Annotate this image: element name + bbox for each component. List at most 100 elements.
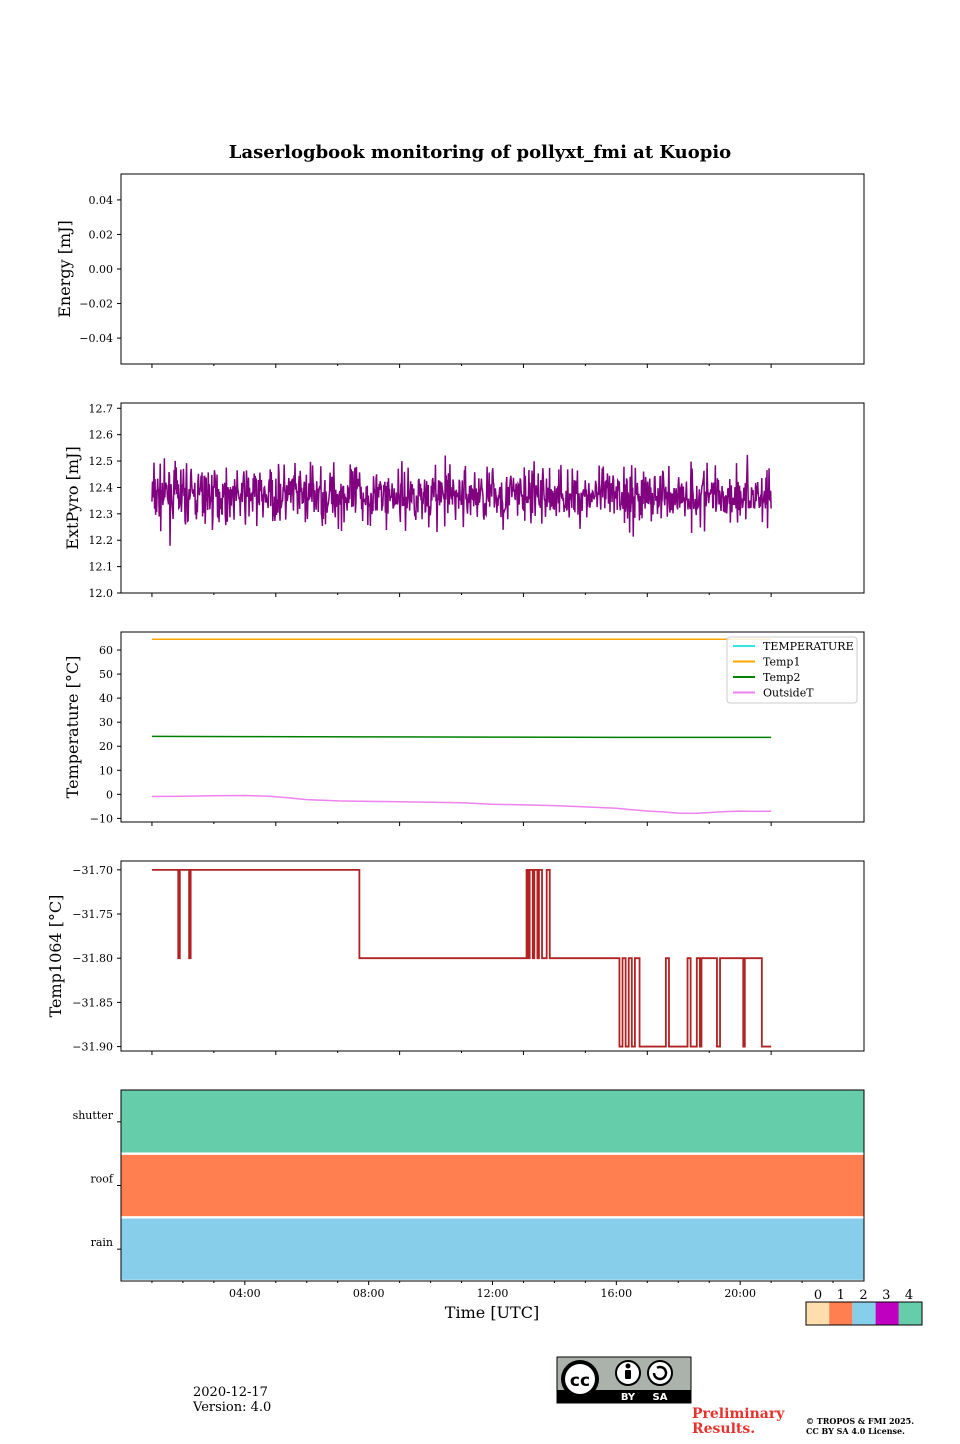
temperature-ytick-label: 30 bbox=[99, 716, 113, 729]
temp1064-ytick-label: −31.85 bbox=[72, 996, 113, 1009]
temp1064-ytick-label: −31.75 bbox=[72, 908, 113, 921]
colorbar-tick-label: 1 bbox=[837, 1288, 845, 1303]
temp1064-yticks: −31.70 −31.75 −31.80 −31.85 −31.90 bbox=[72, 864, 121, 1054]
temp1064-xticks bbox=[151, 1051, 772, 1055]
flag-row-label: roof bbox=[90, 1173, 114, 1186]
temperature-series bbox=[151, 638, 772, 815]
flag-row-label: shutter bbox=[73, 1109, 114, 1122]
cc-logo-text: cc bbox=[570, 1371, 590, 1391]
temperature-ytick-label: 0 bbox=[106, 788, 113, 801]
flags-xtick-label: 20:00 bbox=[724, 1287, 756, 1300]
cc-logo-inner bbox=[565, 1364, 595, 1394]
energy-ytick-label: 0.00 bbox=[89, 263, 114, 276]
temperature-ylabel: Temperature [°C] bbox=[63, 656, 82, 799]
legend-label: Temp2 bbox=[763, 671, 800, 684]
extpyro-series bbox=[151, 454, 772, 546]
colorbar-tick-label: 0 bbox=[814, 1288, 822, 1303]
energy-ytick-label: −0.02 bbox=[79, 298, 113, 311]
sa-icon bbox=[647, 1360, 673, 1386]
flags-xlabel: Time [UTC] bbox=[445, 1303, 539, 1322]
cc-by-label: BY bbox=[621, 1392, 636, 1403]
panel-temperature: Temperature [°C] −10 0 10 20 30 40 50 60 TEMPER… bbox=[63, 631, 865, 826]
temperature-ytick-label: 50 bbox=[99, 668, 113, 681]
colorbar-frame bbox=[805, 1301, 923, 1326]
panel-flags: shutter roof rain 04:00 08:00 12:00 16:00 20:0… bbox=[73, 1089, 865, 1322]
by-person-head bbox=[625, 1363, 631, 1369]
legend-box bbox=[726, 636, 858, 704]
copyright-line1: © TROPOS & FMI 2025. bbox=[806, 1416, 914, 1426]
extpyro-ytick-label: 12.0 bbox=[89, 587, 114, 600]
temp1064-series bbox=[151, 868, 772, 1048]
by-person-body bbox=[625, 1370, 631, 1379]
flags-xtick-label: 04:00 bbox=[229, 1287, 261, 1300]
colorbar-cell bbox=[898, 1302, 922, 1325]
temperature-ytick-label: 10 bbox=[99, 764, 113, 777]
preliminary-line1: Preliminary bbox=[692, 1406, 785, 1422]
flag-row-rain bbox=[121, 1218, 864, 1280]
panel-energy: Energy [mJ] 0.04 0.02 0.00 −0.02 −0.04 bbox=[55, 173, 865, 368]
temperature-ytick-label: −10 bbox=[90, 812, 113, 825]
energy-xticks bbox=[151, 364, 772, 368]
figure-title: Laserlogbook monitoring of pollyxt_fmi a… bbox=[229, 142, 731, 163]
temperature-xticks bbox=[151, 822, 772, 826]
cc-license-badge: cc BY SA bbox=[556, 1356, 692, 1404]
flag-row-roof bbox=[121, 1154, 864, 1217]
series-outsidet bbox=[151, 794, 772, 815]
energy-ytick-label: −0.04 bbox=[79, 332, 113, 345]
series-temp2 bbox=[151, 735, 772, 739]
temp1064-ytick-label: −31.90 bbox=[72, 1041, 113, 1054]
extpyro-ytick-label: 12.1 bbox=[89, 561, 114, 574]
temp1064-ylabel: Temp1064 [°C] bbox=[46, 895, 65, 1018]
extpyro-ytick-label: 12.5 bbox=[89, 455, 114, 468]
sa-arrow-icon bbox=[652, 1365, 668, 1381]
energy-ytick-label: 0.02 bbox=[89, 228, 114, 241]
extpyro-ytick-label: 12.7 bbox=[89, 402, 114, 415]
temperature-ytick-label: 20 bbox=[99, 740, 113, 753]
extpyro-ytick-label: 12.3 bbox=[89, 508, 114, 521]
panel-extpyro: ExtPyro [mJ] 12.012.112.212.312.412.512.… bbox=[63, 402, 865, 600]
preliminary-line2: Results. bbox=[692, 1421, 755, 1437]
flags-xtick-label: 16:00 bbox=[600, 1287, 632, 1300]
cc-sa-label: SA bbox=[653, 1392, 668, 1403]
colorbar-cell bbox=[852, 1302, 876, 1325]
legend-items: TEMPERATURE Temp1 Temp2 OutsideT bbox=[733, 640, 854, 700]
colorbar-cell bbox=[829, 1302, 853, 1325]
temp1064-ytick-label: −31.70 bbox=[72, 864, 113, 877]
extpyro-xticks bbox=[151, 593, 772, 597]
extpyro-ytick-label: 12.4 bbox=[89, 481, 114, 494]
colorbar-tick-label: 4 bbox=[905, 1288, 913, 1303]
temperature-ytick-label: 40 bbox=[99, 692, 113, 705]
footer-date: 2020-12-17 bbox=[193, 1385, 268, 1400]
legend-label: OutsideT bbox=[763, 687, 814, 700]
copyright-line2: CC BY SA 4.0 License. bbox=[806, 1426, 905, 1436]
extpyro-ylabel: ExtPyro [mJ] bbox=[63, 446, 82, 549]
legend-label: TEMPERATURE bbox=[763, 640, 854, 653]
temp1064-axes bbox=[120, 860, 865, 1052]
flag-row-label: rain bbox=[91, 1236, 113, 1249]
footer-version: Version: 4.0 bbox=[192, 1400, 271, 1415]
temperature-ytick-label: 60 bbox=[99, 644, 113, 657]
energy-ylabel: Energy [mJ] bbox=[55, 220, 74, 318]
flags-xticks: 04:00 08:00 12:00 16:00 20:00 bbox=[151, 1281, 834, 1300]
flag-row-shutter bbox=[121, 1090, 864, 1153]
extpyro-line bbox=[151, 454, 772, 546]
flags-xtick-label: 08:00 bbox=[353, 1287, 385, 1300]
energy-axes bbox=[120, 173, 865, 365]
extpyro-yticks: 12.0 12.1 12.2 12.3 12.4 12.5 12.6 12.7 bbox=[89, 402, 121, 600]
energy-yticks: 0.04 0.02 0.00 −0.02 −0.04 bbox=[79, 194, 121, 345]
temp1064-line bbox=[151, 868, 772, 1048]
temp1064-ytick-label: −31.80 bbox=[72, 952, 113, 965]
energy-ytick-label: 0.04 bbox=[89, 194, 114, 207]
panel-temp1064: Temp1064 [°C] −31.70−31.75−31.80−31.85−3… bbox=[46, 860, 865, 1055]
temperature-yticks: −10 0 10 20 30 40 50 60 bbox=[90, 644, 121, 825]
temperature-legend: TEMPERATURE Temp1 Temp2 OutsideT bbox=[726, 636, 858, 704]
extpyro-ytick-label: 12.6 bbox=[89, 429, 114, 442]
flags-xtick-label: 12:00 bbox=[477, 1287, 509, 1300]
extpyro-axes bbox=[120, 402, 865, 594]
extpyro-ytick-label: 12.2 bbox=[89, 534, 114, 547]
colorbar-cell bbox=[806, 1302, 830, 1325]
flags-rows: shutter roof rain bbox=[73, 1090, 864, 1280]
